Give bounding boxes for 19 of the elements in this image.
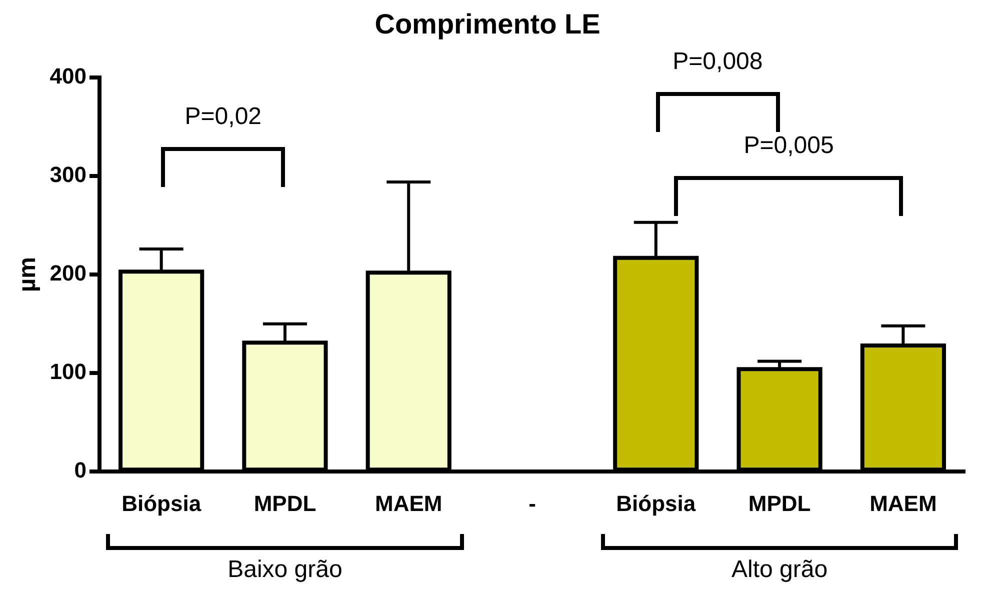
y-tick-label: 100 [50, 359, 87, 384]
y-tick-label: 300 [50, 162, 87, 188]
text: P=0,008 [672, 48, 763, 76]
annotation: P=0,005 [744, 132, 834, 160]
y-axis-title: µm [14, 257, 42, 292]
x-tick-label: MAEM [375, 490, 442, 516]
y-tick-label: 200 [50, 260, 87, 286]
x-tick-label: Biópsia [122, 490, 202, 516]
x-tick-label: - [528, 490, 536, 516]
text: Baixo grão [228, 556, 342, 584]
y-tick-label: 0 [74, 458, 87, 483]
x-tick-label: MPDL [748, 490, 811, 516]
annotation: P=0,02 [184, 102, 262, 131]
text: Alto grão [732, 556, 828, 584]
x-tick-label: Biópsia [616, 490, 696, 516]
chart-title: Comprimento LE [374, 8, 600, 40]
y-tick-label: 400 [50, 64, 87, 89]
x-tick-label: MAEM [870, 490, 937, 516]
x-tick-label: MPDL [254, 490, 316, 516]
